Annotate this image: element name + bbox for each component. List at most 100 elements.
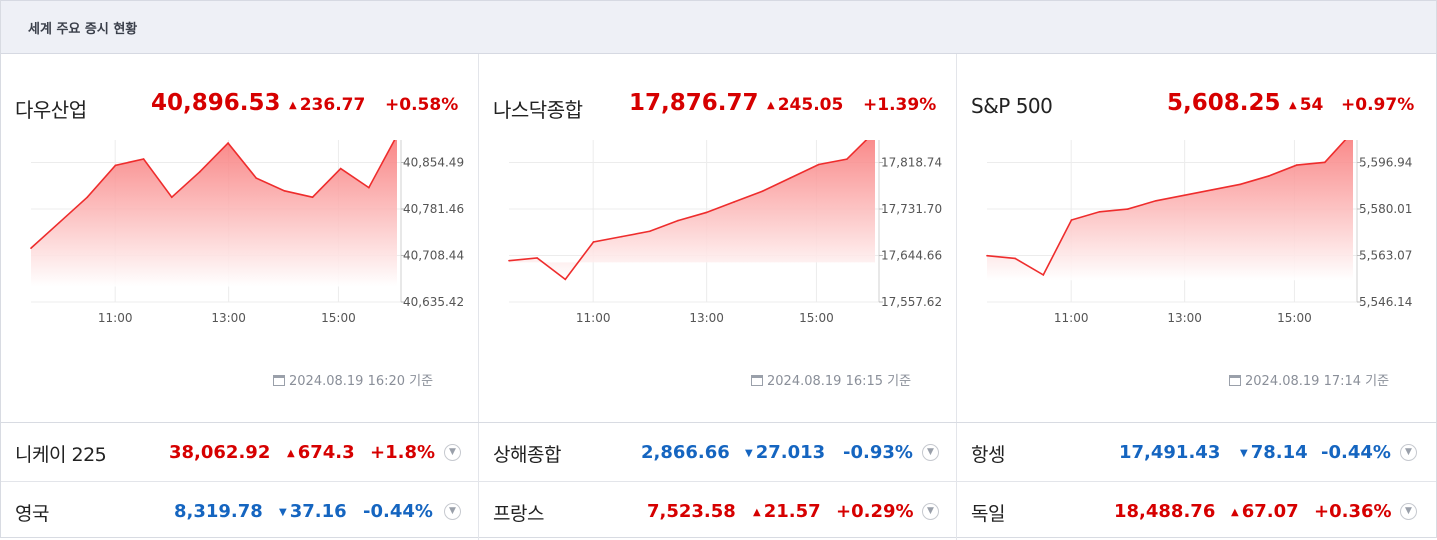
intraday-chart: 40,927.5140,854.4940,781.4640,708.4440,6… bbox=[30, 140, 464, 325]
y-tick-label: 5,546.14 bbox=[1359, 295, 1412, 309]
index-value: 38,062.92 bbox=[169, 442, 271, 463]
triangle-up-icon: ▲ bbox=[289, 100, 297, 111]
data-point bbox=[339, 167, 342, 170]
calendar-icon bbox=[1229, 375, 1241, 386]
major-indices-panels: 다우산업 40,896.53 ▲236.77 +0.58% 40,927.514… bbox=[1, 54, 1436, 422]
index-cell-shanghai[interactable]: 상해종합 2,866.66 ▼ 27.013 -0.93% ▼ bbox=[479, 423, 957, 481]
data-point bbox=[199, 170, 201, 173]
x-tick-label: 11:00 bbox=[576, 311, 611, 325]
y-tick-label: 5,596.94 bbox=[1359, 156, 1412, 170]
index-cell-hangseng[interactable]: 항셍 17,491.43 ▼ 78.14 -0.44% ▼ bbox=[957, 423, 1436, 481]
data-point bbox=[761, 190, 764, 193]
data-point bbox=[1267, 175, 1270, 177]
x-tick-label: 15:00 bbox=[321, 311, 356, 325]
data-point bbox=[30, 247, 32, 249]
data-point bbox=[1211, 189, 1214, 191]
index-change-percent: +0.36% bbox=[1314, 501, 1392, 522]
index-value: 2,866.66 bbox=[641, 442, 730, 463]
x-tick-label: 11:00 bbox=[98, 311, 133, 325]
data-point bbox=[1183, 194, 1185, 197]
chevron-down-icon[interactable]: ▼ bbox=[444, 503, 461, 520]
triangle-up-icon: ▲ bbox=[753, 507, 761, 518]
chevron-down-icon[interactable]: ▼ bbox=[1400, 444, 1417, 461]
chevron-down-icon[interactable]: ▼ bbox=[1400, 503, 1417, 520]
data-point bbox=[1155, 199, 1157, 202]
triangle-up-icon: ▲ bbox=[1231, 507, 1239, 518]
index-value: 17,491.43 bbox=[1119, 442, 1221, 463]
chevron-down-icon[interactable]: ▼ bbox=[922, 444, 939, 461]
intraday-chart: 17,905.7817,818.7417,731.7017,644.6617,5… bbox=[508, 140, 942, 325]
y-tick-label: 40,854.49 bbox=[403, 156, 464, 170]
y-tick-label: 17,731.70 bbox=[881, 202, 942, 216]
index-panel-nasdaq[interactable]: 나스닥종합 17,876.77 ▲245.05 +1.39% 17,905.78… bbox=[479, 54, 957, 422]
triangle-down-icon: ▼ bbox=[279, 507, 287, 518]
y-tick-label: 40,708.44 bbox=[403, 249, 464, 263]
triangle-up-icon: ▲ bbox=[767, 100, 775, 111]
y-tick-label: 40,635.42 bbox=[403, 295, 464, 309]
data-point bbox=[58, 221, 60, 224]
chevron-down-icon[interactable]: ▼ bbox=[922, 503, 939, 520]
index-name: 항셍 bbox=[971, 444, 1005, 466]
index-name: 상해종합 bbox=[493, 444, 561, 466]
data-point bbox=[114, 164, 117, 167]
data-point bbox=[677, 219, 679, 222]
index-change-percent: +1.8% bbox=[370, 442, 436, 463]
index-value: 8,319.78 bbox=[174, 501, 263, 522]
triangle-down-icon: ▼ bbox=[1240, 448, 1248, 459]
x-tick-label: 15:00 bbox=[799, 311, 834, 325]
index-change: ▲ 67.07 bbox=[1231, 501, 1299, 522]
index-change-percent: -0.44% bbox=[363, 501, 433, 522]
index-name: 니케이 225 bbox=[15, 444, 107, 466]
index-cell-uk[interactable]: 영국 8,319.78 ▼ 37.16 -0.44% ▼ bbox=[1, 482, 479, 540]
index-change: ▼ 27.013 bbox=[745, 442, 826, 463]
y-tick-label: 40,781.46 bbox=[403, 202, 464, 216]
data-point bbox=[283, 190, 286, 192]
index-cell-germany[interactable]: 독일 18,488.76 ▲ 67.07 +0.36% ▼ bbox=[957, 482, 1436, 540]
index-value: 5,608.25 bbox=[1167, 90, 1281, 116]
data-point bbox=[1014, 257, 1016, 260]
data-point bbox=[170, 196, 173, 198]
index-change-percent: -0.44% bbox=[1321, 442, 1391, 463]
index-change: ▲ 54 bbox=[1289, 95, 1324, 115]
data-point bbox=[508, 259, 510, 262]
y-tick-label: 5,580.01 bbox=[1359, 202, 1412, 216]
index-value: 7,523.58 bbox=[647, 501, 736, 522]
data-point bbox=[705, 211, 707, 214]
data-point bbox=[1126, 208, 1129, 210]
index-cell-nikkei[interactable]: 니케이 225 38,062.92 ▲ 674.3 +1.8% ▼ bbox=[1, 423, 479, 481]
index-name: S&P 500 bbox=[971, 94, 1053, 118]
data-point bbox=[986, 254, 988, 257]
timestamp: 2024.08.19 17:14 기준 bbox=[1229, 370, 1389, 389]
index-name: 프랑스 bbox=[493, 503, 544, 525]
series-area bbox=[31, 140, 397, 287]
chevron-down-icon[interactable]: ▼ bbox=[444, 444, 461, 461]
y-tick-label: 17,818.74 bbox=[881, 156, 942, 170]
index-change: ▲ 236.77 bbox=[289, 95, 366, 115]
series-line bbox=[986, 140, 1347, 277]
index-panel-sp500[interactable]: S&P 500 5,608.25 ▲54 +0.97% 5,613.885,59… bbox=[957, 54, 1436, 422]
data-point bbox=[817, 163, 820, 166]
triangle-up-icon: ▲ bbox=[287, 448, 295, 459]
intraday-chart: 5,613.885,596.945,580.015,563.075,546.14… bbox=[986, 140, 1412, 325]
data-point bbox=[733, 201, 736, 203]
data-point bbox=[789, 177, 792, 179]
calendar-icon bbox=[751, 375, 763, 386]
widget-header: 세계 주요 증시 현황 bbox=[1, 0, 1436, 54]
index-change: ▼ 37.16 bbox=[279, 501, 347, 522]
data-point bbox=[1070, 219, 1073, 221]
index-change: ▲ 674.3 bbox=[287, 442, 355, 463]
timestamp: 2024.08.19 16:20 기준 bbox=[273, 370, 433, 389]
x-tick-label: 13:00 bbox=[689, 311, 724, 325]
index-change-percent: +0.58% bbox=[385, 95, 459, 115]
data-point bbox=[227, 142, 229, 144]
data-point bbox=[1239, 183, 1242, 186]
index-change: ▲ 245.05 bbox=[767, 95, 844, 115]
y-tick-label: 5,563.07 bbox=[1359, 249, 1412, 263]
index-name: 독일 bbox=[971, 503, 1005, 525]
data-point bbox=[255, 177, 258, 179]
index-value: 18,488.76 bbox=[1114, 501, 1216, 522]
widget-title: 세계 주요 증시 현황 bbox=[28, 21, 138, 37]
index-cell-france[interactable]: 프랑스 7,523.58 ▲ 21.57 +0.29% ▼ bbox=[479, 482, 957, 540]
index-panel-dow[interactable]: 다우산업 40,896.53 ▲236.77 +0.58% 40,927.514… bbox=[1, 54, 479, 422]
index-change-percent: -0.93% bbox=[843, 442, 913, 463]
